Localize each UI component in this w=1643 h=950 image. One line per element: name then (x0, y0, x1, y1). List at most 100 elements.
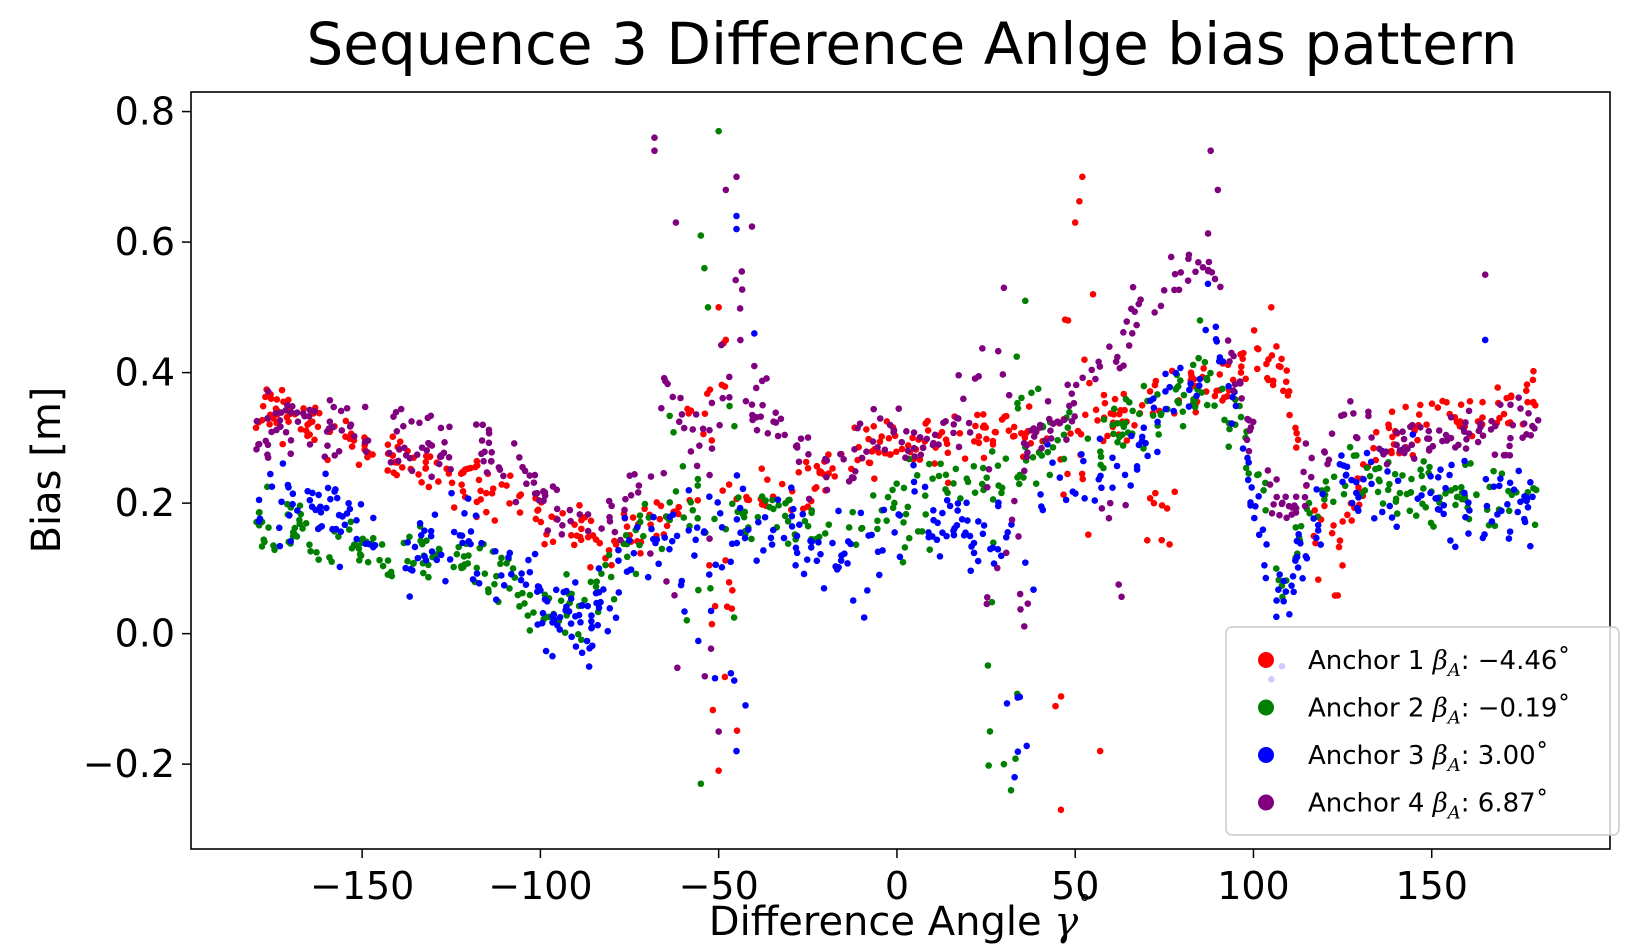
data-point (578, 649, 586, 657)
data-point (1196, 375, 1204, 383)
data-point (1313, 486, 1320, 493)
data-point (1505, 487, 1512, 495)
data-point (696, 442, 703, 449)
data-point (376, 556, 383, 564)
data-point (326, 396, 334, 404)
data-point (955, 443, 963, 451)
data-point (1427, 489, 1434, 497)
data-point (357, 500, 365, 508)
legend-label-part (1424, 646, 1432, 676)
data-point (1025, 403, 1033, 410)
data-point (1348, 476, 1355, 484)
data-point (1282, 588, 1290, 595)
data-point (857, 509, 865, 517)
data-point (658, 404, 665, 412)
data-point (1283, 514, 1290, 522)
data-point (1266, 481, 1274, 488)
data-point (587, 517, 595, 525)
data-point (592, 583, 600, 590)
data-point (1384, 468, 1391, 475)
data-point (264, 415, 271, 422)
data-point (425, 483, 433, 491)
data-point (970, 462, 978, 470)
data-point (275, 524, 283, 532)
data-point (1150, 395, 1157, 403)
data-point (422, 556, 430, 564)
data-point (1292, 524, 1300, 531)
data-point (911, 453, 918, 460)
data-point (1228, 420, 1236, 427)
data-point (525, 556, 532, 564)
data-point (802, 458, 810, 466)
data-point (1192, 408, 1200, 416)
data-point (733, 225, 740, 233)
data-point (568, 633, 575, 641)
data-point (342, 433, 349, 440)
data-point (1523, 381, 1531, 388)
data-point (1023, 742, 1031, 750)
data-point (1506, 528, 1514, 535)
data-point (306, 441, 314, 448)
data-point (469, 576, 477, 583)
data-point (541, 540, 548, 548)
legend-marker-1 (1258, 652, 1274, 668)
data-point (1100, 416, 1108, 423)
data-point (753, 426, 761, 434)
data-point (566, 506, 574, 514)
data-point (1506, 451, 1514, 459)
data-point (1016, 590, 1024, 598)
data-point (1505, 507, 1513, 515)
data-point (950, 429, 957, 437)
data-point (574, 630, 582, 638)
data-point (961, 455, 969, 462)
data-point (852, 541, 860, 548)
data-point (863, 587, 871, 594)
data-point (1427, 473, 1434, 480)
data-point (594, 621, 602, 629)
x-axis-label-text: Difference Angle (709, 899, 1042, 945)
data-point (307, 547, 314, 555)
data-point (769, 496, 776, 504)
data-point (858, 454, 866, 462)
data-point (1024, 600, 1032, 607)
data-point (509, 565, 517, 572)
data-point (576, 511, 584, 518)
data-point (706, 561, 713, 569)
data-point (979, 464, 987, 472)
data-point (916, 433, 924, 441)
data-point (353, 517, 360, 524)
data-point (955, 371, 962, 379)
data-point (701, 672, 709, 680)
data-point (652, 539, 659, 547)
x-tick-label: 50 (1051, 864, 1099, 908)
data-point (537, 518, 545, 526)
data-point (1140, 445, 1147, 452)
data-point (283, 401, 291, 409)
data-point (1095, 476, 1103, 483)
data-point (715, 767, 722, 774)
data-point (615, 589, 623, 596)
data-point (651, 147, 658, 155)
plot-frame (190, 91, 1611, 850)
data-point (526, 591, 534, 599)
data-point (943, 532, 950, 540)
data-point (459, 563, 467, 571)
data-point (1311, 507, 1319, 514)
data-point (607, 573, 615, 581)
data-point (921, 492, 929, 499)
data-point (606, 605, 614, 612)
data-point (1344, 511, 1351, 519)
data-point (1527, 478, 1534, 486)
data-point (526, 472, 534, 479)
data-point (1418, 472, 1426, 480)
data-point (683, 617, 691, 624)
data-point (531, 550, 539, 558)
data-point (732, 276, 739, 284)
data-point (278, 498, 285, 506)
data-point (795, 458, 803, 466)
data-point (785, 496, 792, 504)
data-point (596, 539, 604, 547)
data-point (718, 341, 725, 349)
data-point (663, 578, 670, 585)
data-point (1408, 441, 1416, 449)
